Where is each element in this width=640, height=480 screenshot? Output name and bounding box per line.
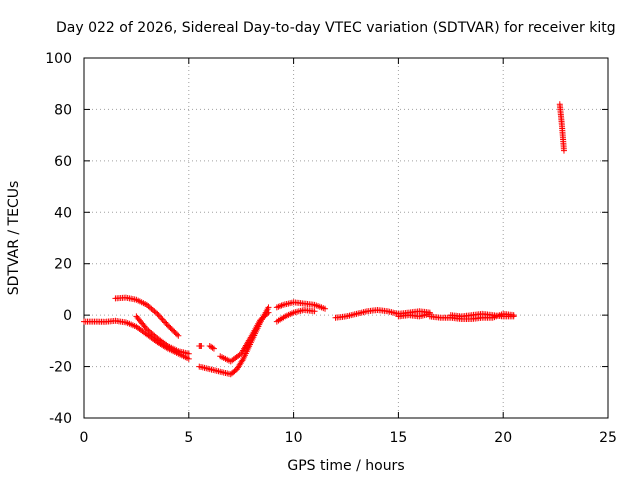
data-point xyxy=(149,307,156,313)
data-point xyxy=(175,332,182,339)
data-point xyxy=(151,332,158,339)
data-point xyxy=(143,326,150,333)
data-point xyxy=(510,313,517,320)
data-point xyxy=(148,305,155,312)
data-point xyxy=(209,344,216,351)
data-point xyxy=(159,316,166,323)
data-point xyxy=(145,327,152,334)
x-tick-label: 25 xyxy=(599,430,617,446)
y-tick-label: 20 xyxy=(54,257,72,273)
data-point xyxy=(148,330,155,337)
data-point xyxy=(257,317,264,324)
data-point xyxy=(265,309,272,316)
chart-title: Day 022 of 2026, Sidereal Day-to-day VTE… xyxy=(56,20,616,36)
data-point xyxy=(172,330,179,337)
data-point xyxy=(160,318,167,325)
data-point xyxy=(163,341,170,348)
data-point xyxy=(164,322,171,329)
data-point xyxy=(560,147,567,154)
data-point xyxy=(151,308,158,315)
x-axis-label: GPS time / hours xyxy=(287,458,404,474)
data-point xyxy=(154,310,161,317)
data-point xyxy=(171,328,178,335)
data-points xyxy=(81,101,567,378)
y-tick-label: 80 xyxy=(54,102,72,118)
data-point xyxy=(146,328,153,335)
data-point xyxy=(239,357,246,364)
y-tick-label: 100 xyxy=(45,51,72,67)
y-tick-label: -20 xyxy=(49,360,72,376)
data-point xyxy=(163,320,170,327)
grid xyxy=(84,58,608,418)
data-point xyxy=(311,308,318,315)
data-point xyxy=(198,343,205,349)
data-point xyxy=(156,313,163,320)
x-tick-label: 20 xyxy=(494,430,512,446)
data-point xyxy=(162,319,169,326)
y-tick-label: 60 xyxy=(54,154,72,170)
data-point xyxy=(185,355,192,362)
data-point xyxy=(170,327,177,334)
data-point xyxy=(146,304,153,311)
data-point xyxy=(210,345,217,352)
y-tick-label: -40 xyxy=(49,411,72,427)
y-axis-ticks: -40 -20 0 20 40 60 80 100 xyxy=(45,51,608,427)
data-point xyxy=(265,304,272,311)
data-point xyxy=(166,323,173,330)
data-point xyxy=(168,326,175,333)
data-point xyxy=(185,350,192,357)
data-point xyxy=(142,324,149,331)
data-point xyxy=(167,325,174,331)
data-point xyxy=(264,310,271,317)
data-point xyxy=(155,312,162,319)
data-point xyxy=(158,315,165,322)
x-tick-label: 5 xyxy=(184,430,193,446)
data-point xyxy=(145,303,152,310)
data-point xyxy=(262,312,269,319)
y-axis-label: SDTVAR / TECUs xyxy=(6,181,22,296)
data-point xyxy=(143,301,150,308)
x-axis-ticks: 0 5 10 15 20 25 xyxy=(80,58,617,446)
x-tick-label: 15 xyxy=(389,430,407,446)
plot-frame xyxy=(83,57,609,419)
y-tick-label: 40 xyxy=(54,205,72,221)
data-point xyxy=(152,309,159,316)
data-point xyxy=(261,313,268,320)
data-point xyxy=(259,314,266,321)
data-point xyxy=(322,305,329,312)
x-tick-label: 0 xyxy=(80,430,89,446)
y-tick-label: 0 xyxy=(63,308,72,324)
data-point xyxy=(149,331,156,338)
data-point xyxy=(258,316,265,322)
data-point xyxy=(174,331,181,338)
x-tick-label: 10 xyxy=(285,430,303,446)
